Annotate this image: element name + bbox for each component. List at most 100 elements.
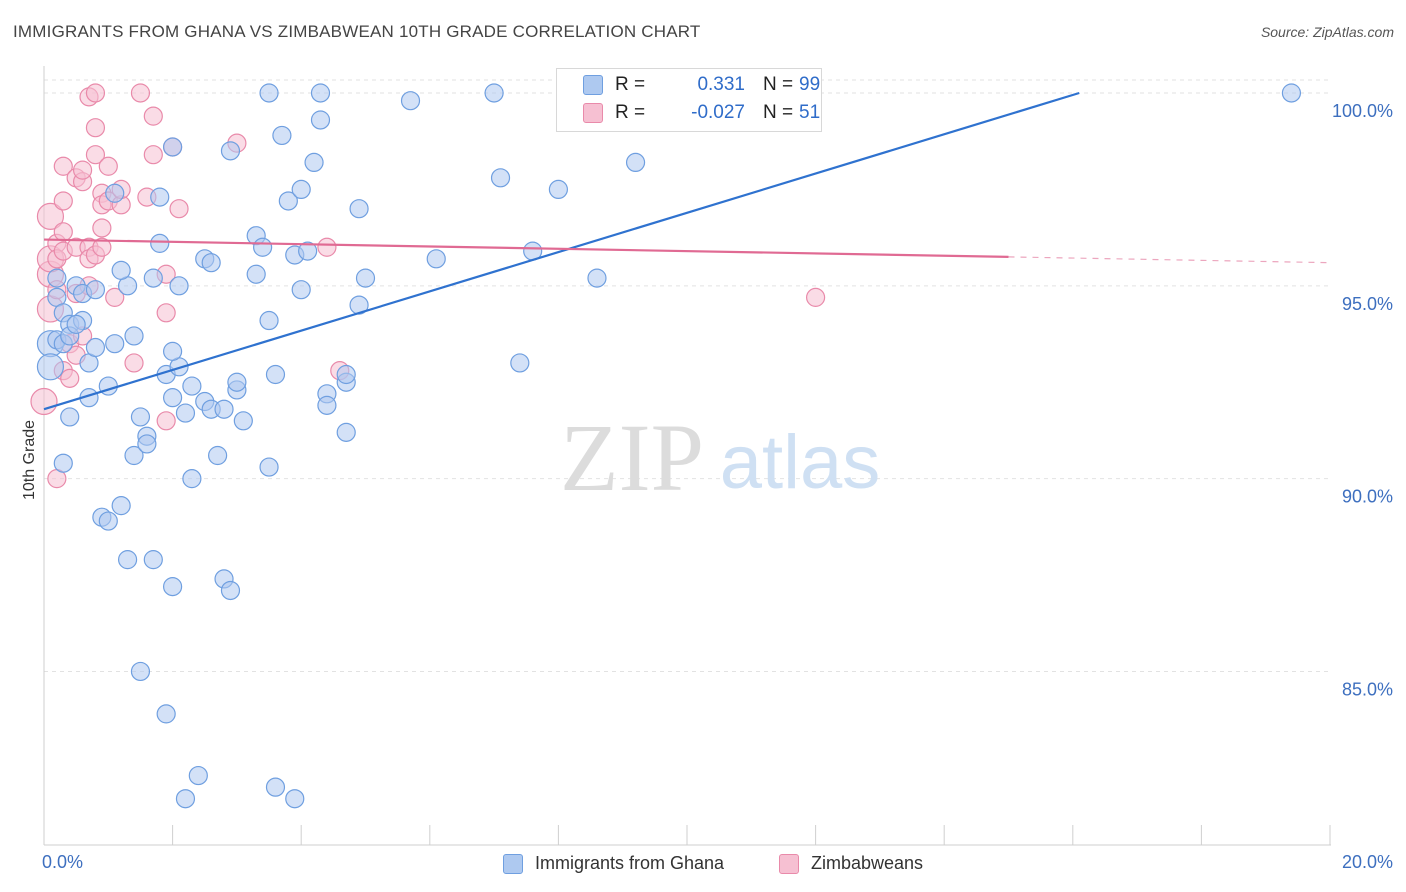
zimbabweans-point: [130, 83, 151, 103]
ghana-point: [298, 241, 318, 261]
x-tick-label-min: 0.0%: [42, 852, 84, 872]
zimbabweans-point: [53, 191, 73, 211]
ghana-trend-line: [43, 91, 1080, 411]
series-label-ghana: Immigrants from Ghana: [535, 853, 725, 873]
ghana-point: [233, 411, 253, 431]
ghana-point: [220, 580, 241, 601]
ghana-point: [208, 445, 228, 466]
zimbabweans-point: [92, 237, 112, 257]
ghana-point: [130, 661, 151, 682]
watermark: ZIP atlas: [560, 404, 880, 511]
zimbabweans-point: [72, 160, 93, 180]
ghana-point: [53, 453, 73, 473]
zimbabweans-point: [30, 387, 58, 416]
ghana-point: [36, 353, 65, 381]
trend-lines: [43, 91, 1331, 411]
ghana-point: [137, 434, 157, 454]
ghana-point: [163, 341, 183, 361]
ghana-point: [163, 137, 183, 157]
ghana-point: [317, 395, 337, 415]
ghana-point: [265, 777, 286, 797]
zimbabweans-trend-extension: [1008, 256, 1331, 264]
ghana-point: [426, 249, 446, 269]
ghana-point: [60, 407, 80, 427]
legend-n-label: N =: [763, 102, 794, 123]
ghana-point: [111, 260, 131, 280]
ghana-point: [85, 337, 106, 358]
ghana-point: [175, 403, 196, 423]
ghana-point: [156, 704, 176, 724]
series-label-zimbabweans: Zimbabweans: [811, 853, 924, 873]
zimbabweans-point: [98, 156, 118, 176]
ghana-point: [355, 268, 376, 288]
ghana-point: [349, 199, 369, 219]
ghana-point: [85, 280, 106, 300]
zimbabweans-point: [53, 156, 73, 176]
zimbabweans-point: [53, 222, 73, 242]
ghana-point: [150, 187, 170, 207]
ghana-point: [587, 268, 607, 288]
ghana-point: [214, 399, 234, 419]
legend-r-label: R =: [615, 74, 646, 95]
ghana-point: [105, 183, 125, 203]
watermark-zip: ZIP: [560, 404, 704, 511]
legend-r-value: 0.331: [697, 74, 745, 95]
y-tick-label: 95.0%: [1342, 294, 1393, 314]
series-legend: Immigrants from Ghana Zimbabweans: [0, 853, 1406, 877]
ghana-point: [98, 511, 118, 531]
zimbabweans-trend-line: [43, 238, 1009, 258]
ghana-point: [182, 376, 202, 396]
ghana-point: [336, 364, 356, 385]
ghana-point: [304, 152, 324, 173]
y-tick-label: 85.0%: [1342, 679, 1393, 699]
zimbabweans-point: [60, 368, 80, 388]
ghana-point: [143, 550, 163, 570]
legend-n-value: 99: [799, 74, 821, 95]
zimbabweans-point: [36, 202, 65, 231]
watermark-atlas: atlas: [720, 420, 881, 505]
ghana-point: [111, 496, 131, 516]
ghana-point: [1281, 83, 1302, 103]
ghana-point: [310, 110, 331, 130]
ghana-point: [246, 264, 266, 284]
ghana-point: [336, 422, 356, 442]
ghana-point: [253, 237, 273, 257]
ghana-point: [291, 179, 311, 200]
source-label: Source: ZipAtlas.com: [1260, 24, 1394, 40]
ghana-point: [201, 253, 221, 273]
ghana-point: [220, 141, 241, 161]
ghana-point: [47, 268, 67, 288]
ghana-point: [130, 407, 151, 427]
chart-title: IMMIGRANTS FROM GHANA VS ZIMBABWEAN 10TH…: [13, 22, 701, 41]
ghana-point: [310, 83, 331, 103]
zimbabweans-point: [143, 106, 163, 126]
series-swatch-ghana: [503, 854, 523, 874]
y-tick-label: 90.0%: [1342, 487, 1393, 507]
ghana-point: [66, 314, 86, 334]
ghana-point: [163, 577, 183, 597]
ghana-point: [175, 789, 196, 809]
zimbabweans-point: [92, 218, 112, 238]
ghana-points: [36, 83, 1302, 809]
ghana-point: [484, 83, 504, 103]
x-tick-label-max: 20.0%: [1341, 852, 1393, 872]
ghana-point: [490, 168, 511, 188]
ghana-point: [625, 152, 646, 173]
y-tick-label: 100.0%: [1332, 101, 1393, 121]
ghana-point: [265, 364, 286, 385]
zimbabweans-point: [85, 83, 106, 103]
zimbabweans-point: [105, 287, 125, 307]
ghana-point: [272, 125, 292, 146]
ghana-point: [188, 765, 208, 786]
ghana-point: [227, 372, 247, 392]
ghana-point: [259, 310, 279, 331]
ghana-point: [124, 326, 144, 346]
legend-n-label: N =: [763, 74, 794, 95]
ghana-point: [278, 191, 298, 211]
zimbabweans-point: [156, 303, 176, 323]
ghana-point: [169, 276, 189, 296]
series-swatch-zimbabweans: [779, 854, 799, 874]
ghana-point: [182, 469, 202, 489]
legend-swatch-ghana: [583, 75, 603, 95]
